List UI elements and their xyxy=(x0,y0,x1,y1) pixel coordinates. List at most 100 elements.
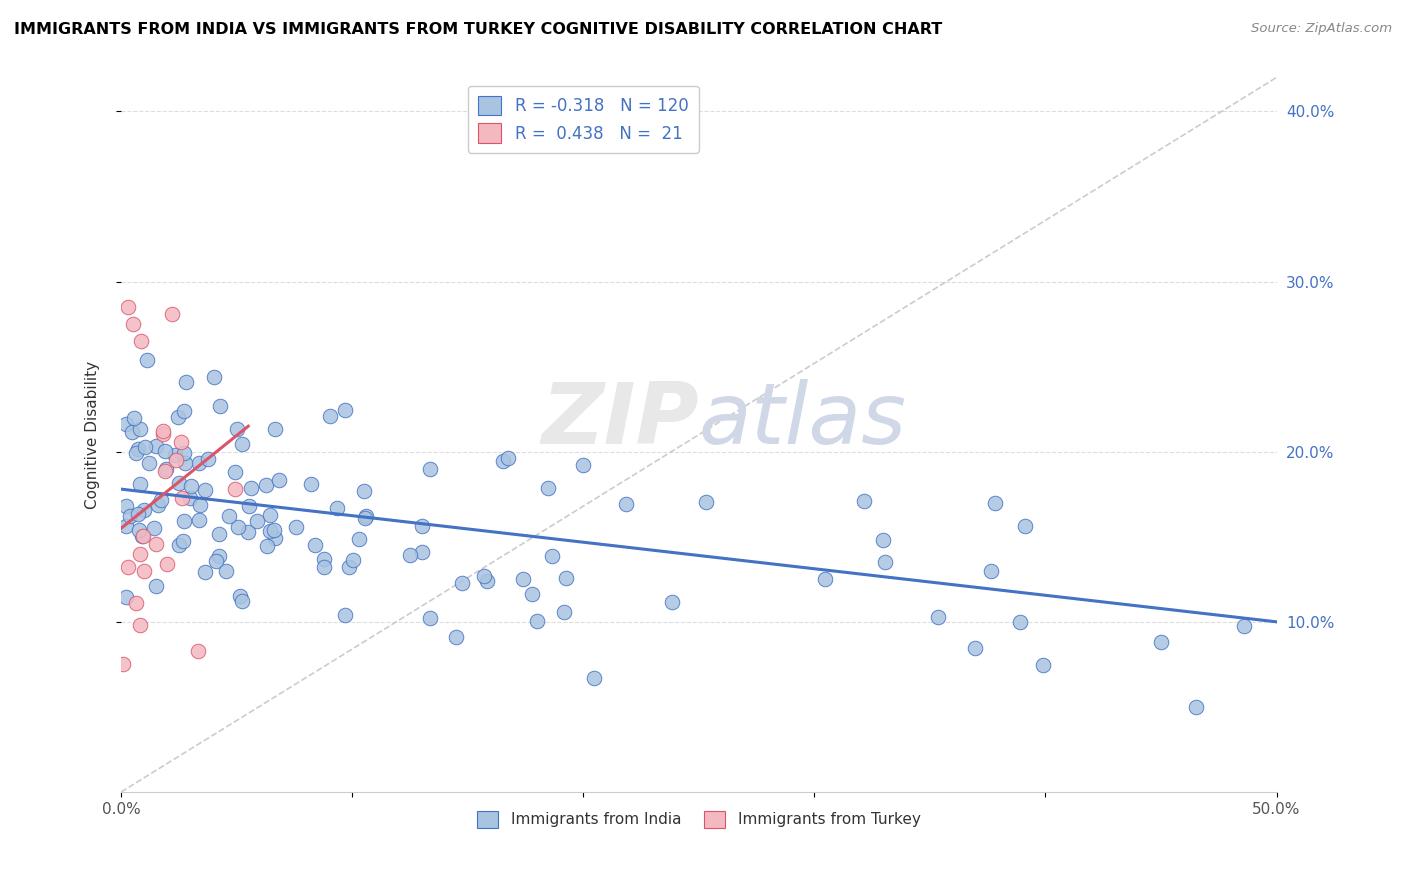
Point xyxy=(342,552,364,566)
Point xyxy=(852,493,875,508)
Point xyxy=(520,587,543,601)
Point xyxy=(187,456,209,470)
Text: IMMIGRANTS FROM INDIA VS IMMIGRANTS FROM TURKEY COGNITIVE DISABILITY CORRELATION: IMMIGRANTS FROM INDIA VS IMMIGRANTS FROM… xyxy=(14,22,942,37)
Point xyxy=(117,559,139,574)
Point xyxy=(169,475,191,490)
Point xyxy=(1149,635,1171,649)
Point xyxy=(208,399,231,413)
Point xyxy=(160,307,183,321)
Point xyxy=(353,484,375,499)
Point xyxy=(128,547,150,561)
Point xyxy=(444,631,467,645)
Point xyxy=(263,523,285,537)
Y-axis label: Cognitive Disability: Cognitive Disability xyxy=(86,360,100,508)
Point xyxy=(194,483,217,497)
Point xyxy=(155,464,177,478)
Point xyxy=(174,375,197,389)
Point xyxy=(129,334,152,348)
Point xyxy=(245,514,267,528)
Point xyxy=(326,500,349,515)
Point xyxy=(555,571,578,585)
Point xyxy=(117,300,139,314)
Point xyxy=(114,518,136,533)
Point xyxy=(337,560,360,574)
Point xyxy=(146,498,169,512)
Point xyxy=(299,476,322,491)
Point xyxy=(208,549,231,563)
Point xyxy=(136,352,159,367)
Point xyxy=(1233,619,1256,633)
Point xyxy=(173,514,195,528)
Point xyxy=(114,417,136,432)
Point xyxy=(131,529,153,543)
Point xyxy=(128,523,150,537)
Point xyxy=(356,508,378,523)
Point xyxy=(229,589,252,603)
Point xyxy=(120,509,142,524)
Point xyxy=(475,574,498,588)
Point xyxy=(1008,615,1031,629)
Point xyxy=(129,618,152,632)
Legend: Immigrants from India, Immigrants from Turkey: Immigrants from India, Immigrants from T… xyxy=(471,805,927,834)
Point xyxy=(156,558,179,572)
Point xyxy=(145,537,167,551)
Point xyxy=(492,454,515,468)
Point xyxy=(419,611,441,625)
Point xyxy=(231,437,253,451)
Point xyxy=(145,439,167,453)
Point xyxy=(398,549,420,563)
Point xyxy=(411,518,433,533)
Point xyxy=(169,538,191,552)
Point xyxy=(472,568,495,582)
Point xyxy=(347,532,370,546)
Point xyxy=(312,551,335,566)
Point xyxy=(112,657,135,672)
Point xyxy=(1184,699,1206,714)
Text: Source: ZipAtlas.com: Source: ZipAtlas.com xyxy=(1251,22,1392,36)
Point xyxy=(129,477,152,491)
Point xyxy=(873,555,896,569)
Point xyxy=(451,576,474,591)
Point xyxy=(142,521,165,535)
Point xyxy=(114,499,136,513)
Point xyxy=(121,425,143,439)
Point xyxy=(134,564,156,578)
Point xyxy=(153,444,176,458)
Point xyxy=(226,422,249,436)
Point xyxy=(411,544,433,558)
Point xyxy=(263,531,285,545)
Point xyxy=(121,317,143,331)
Point xyxy=(695,495,717,509)
Point xyxy=(537,481,560,495)
Point xyxy=(218,509,240,524)
Point xyxy=(256,539,278,553)
Point xyxy=(927,610,949,624)
Point xyxy=(231,594,253,608)
Point xyxy=(583,671,606,685)
Point xyxy=(267,473,290,487)
Point xyxy=(202,369,225,384)
Point xyxy=(205,554,228,568)
Point xyxy=(152,427,174,442)
Point xyxy=(263,422,285,436)
Point xyxy=(170,491,193,505)
Point xyxy=(984,496,1007,510)
Point xyxy=(526,614,548,628)
Point xyxy=(150,493,173,508)
Point xyxy=(138,456,160,470)
Point xyxy=(172,534,194,549)
Point xyxy=(224,465,246,479)
Point xyxy=(127,442,149,457)
Point xyxy=(115,590,138,604)
Point xyxy=(238,525,260,540)
Point xyxy=(661,594,683,608)
Point xyxy=(132,529,155,543)
Point xyxy=(187,513,209,527)
Point xyxy=(1032,657,1054,672)
Point xyxy=(167,410,190,425)
Point xyxy=(125,446,148,460)
Point xyxy=(318,409,340,423)
Point xyxy=(980,564,1002,578)
Point xyxy=(155,462,177,476)
Point xyxy=(208,527,231,541)
